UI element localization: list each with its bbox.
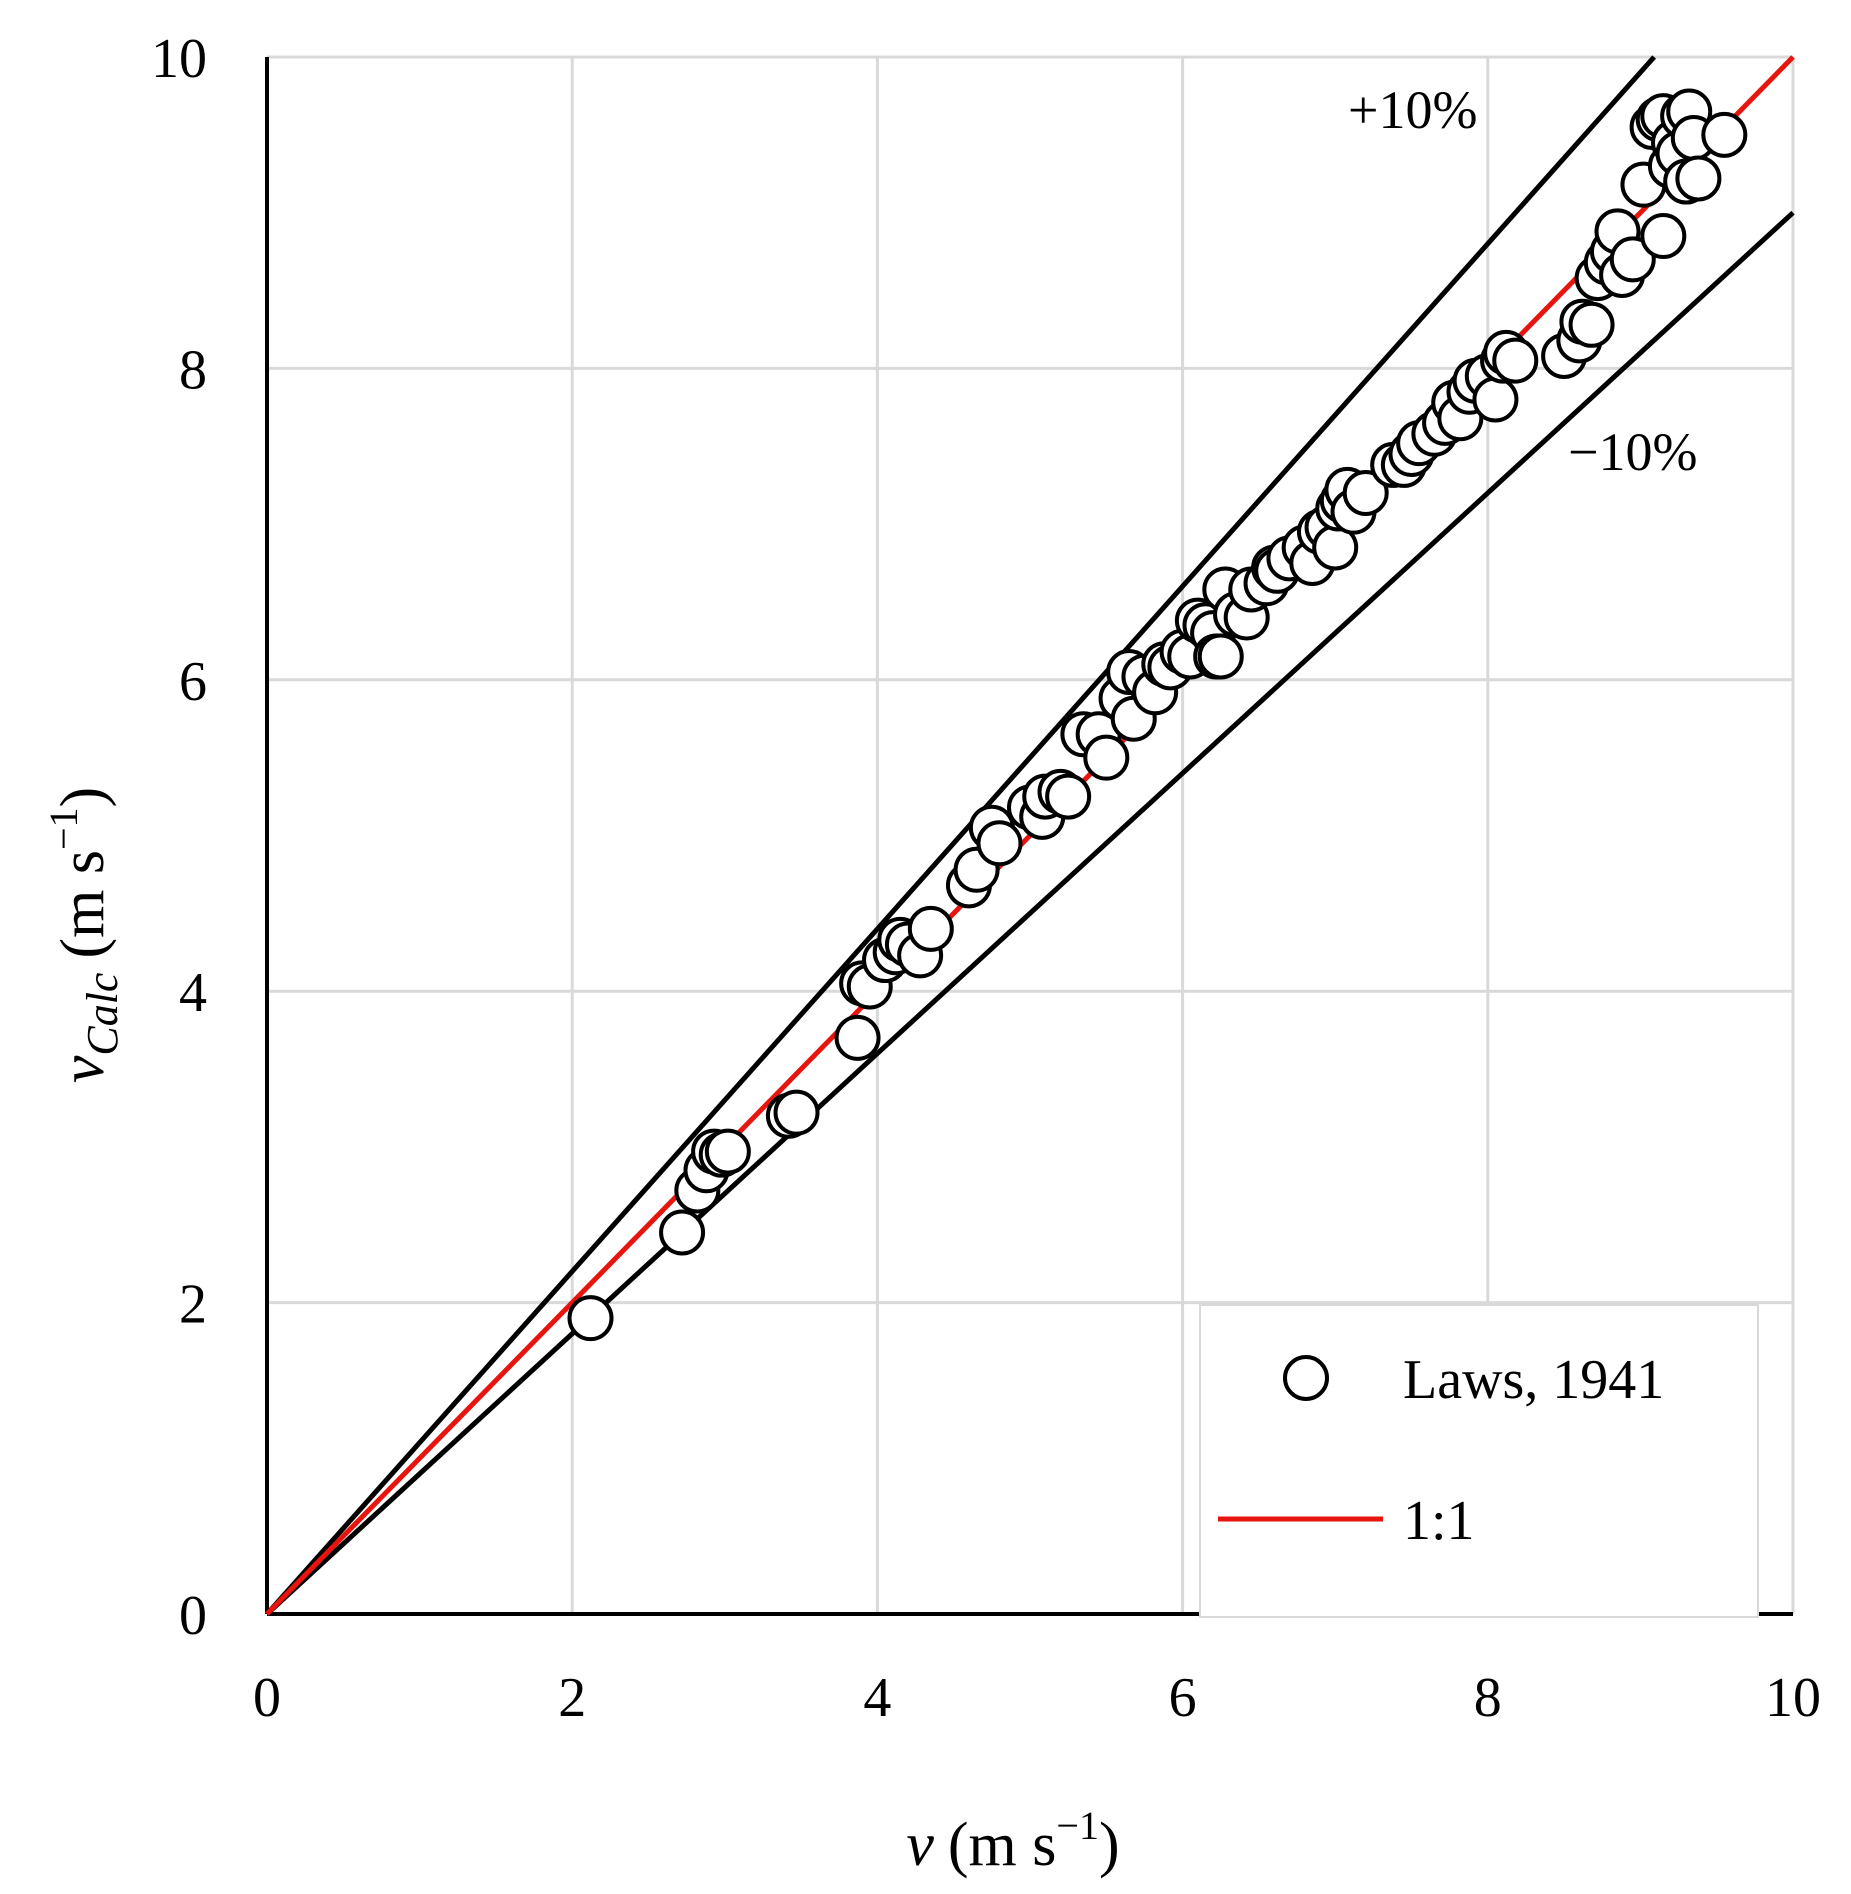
y-tick-label-4: 8 (179, 339, 207, 401)
reference-line-minus-10 (265, 210, 1795, 1616)
x-axis-unit: (m s (948, 1811, 1057, 1879)
y-tick-label-5: 10 (151, 28, 207, 90)
data-point-6 (704, 1128, 751, 1175)
grid (267, 55, 1795, 1614)
x-axis-close: ) (1099, 1811, 1120, 1879)
x-tick-label-4: 8 (1474, 1667, 1502, 1729)
y-tick-label-3: 6 (179, 651, 207, 713)
data-point-86 (1609, 236, 1656, 283)
data-point-1 (659, 1209, 706, 1256)
y-axis-title: vCalc (m s−1) (41, 787, 127, 1083)
legend-box (1199, 1304, 1759, 1618)
legend: Laws, 1941 1:1 (1199, 1304, 1759, 1618)
data-point-100 (1701, 111, 1748, 158)
y-axis-unit: (m s (49, 850, 117, 959)
y-axis-close: ) (49, 787, 117, 808)
y-tick-label-2: 4 (179, 962, 207, 1024)
y-axis-var: v (49, 1055, 117, 1083)
x-tick-label-5: 10 (1765, 1667, 1821, 1729)
x-axis-title: v (m s−1) (906, 1803, 1119, 1879)
data-point-80 (1568, 301, 1615, 348)
x-tick-label-1: 2 (558, 1667, 586, 1729)
scatter-points (567, 88, 1748, 1342)
x-tick-label-3: 6 (1169, 1667, 1197, 1729)
data-point-0 (567, 1295, 614, 1342)
legend-label-laws: Laws, 1941 (1403, 1349, 1664, 1411)
data-point-21 (976, 820, 1023, 867)
legend-label-1to1: 1:1 (1403, 1490, 1475, 1552)
x-tick-label-2: 4 (863, 1667, 891, 1729)
annotation-minus-10: −10% (1568, 422, 1697, 482)
data-point-9 (834, 1014, 881, 1061)
x-tick-label-0: 0 (253, 1667, 281, 1729)
y-tick-label-1: 2 (179, 1274, 207, 1336)
data-point-91 (1640, 213, 1687, 260)
data-point-76 (1492, 337, 1539, 384)
data-point-26 (1045, 773, 1092, 820)
data-point-73 (1472, 376, 1519, 423)
legend-marker-laws (1283, 1355, 1329, 1401)
y-axis-sub: Calc (78, 972, 127, 1056)
x-tick-labels: 0 2 4 6 8 10 (253, 1667, 1821, 1729)
y-tick-label-0: 0 (179, 1585, 207, 1647)
data-point-17 (907, 905, 954, 952)
data-point-43 (1197, 633, 1244, 680)
x-axis-exp: −1 (1056, 1803, 1099, 1848)
reference-line-plus-10 (265, 55, 1657, 1616)
x-axis-var: v (906, 1811, 934, 1879)
annotation-plus-10: +10% (1348, 80, 1477, 140)
y-axis-exp: −1 (41, 807, 86, 850)
data-point-8 (773, 1089, 820, 1136)
data-point-61 (1342, 469, 1389, 516)
data-point-99 (1675, 155, 1722, 202)
y-tick-labels: 0 2 4 6 8 10 (151, 28, 207, 1647)
data-point-29 (1083, 734, 1130, 781)
